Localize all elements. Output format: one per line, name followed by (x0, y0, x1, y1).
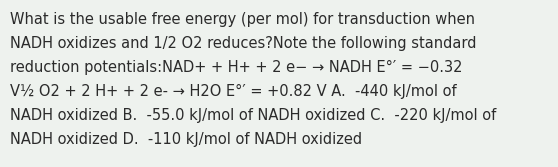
Text: reduction potentials:NAD+ + H+ + 2 e− → NADH E°′ = −0.32: reduction potentials:NAD+ + H+ + 2 e− → … (10, 60, 463, 75)
Text: NADH oxidizes and 1/2 O2 reduces?Note the following standard: NADH oxidizes and 1/2 O2 reduces?Note th… (10, 36, 477, 51)
Text: NADH oxidized D.  -110 kJ/mol of NADH oxidized: NADH oxidized D. -110 kJ/mol of NADH oxi… (10, 132, 362, 147)
Text: What is the usable free energy (per mol) for transduction when: What is the usable free energy (per mol)… (10, 12, 475, 27)
Text: V½ O2 + 2 H+ + 2 e- → H2O E°′ = +0.82 V A.  -440 kJ/mol of: V½ O2 + 2 H+ + 2 e- → H2O E°′ = +0.82 V … (10, 84, 456, 99)
Text: NADH oxidized B.  -55.0 kJ/mol of NADH oxidized C.  -220 kJ/mol of: NADH oxidized B. -55.0 kJ/mol of NADH ox… (10, 108, 496, 123)
